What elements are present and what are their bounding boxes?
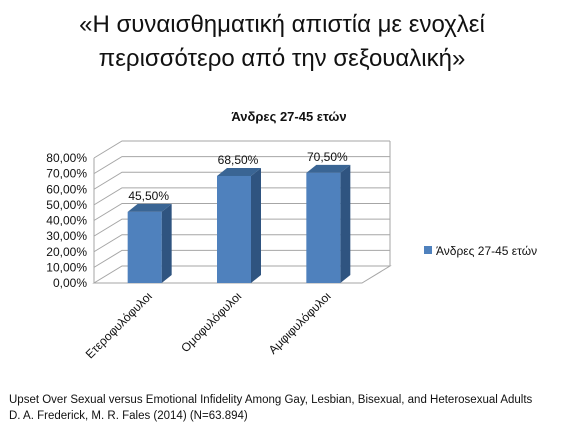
citation-line-1: Upset Over Sexual versus Emotional Infid… [9, 394, 533, 406]
bar-side [251, 167, 261, 283]
y-tick-label: 50,00% [46, 198, 87, 212]
gridline [93, 218, 390, 237]
x-tick-label: Ετεροφυλόφυλοι [83, 289, 155, 361]
legend-label: Άνδρες 27-45 ετών [436, 244, 537, 258]
gridline [93, 140, 390, 159]
y-tick-label: 40,00% [46, 214, 87, 228]
bar-side [340, 164, 351, 283]
x-tick-label: Αμφιφυλόφυλοι [266, 289, 334, 357]
gridline [93, 171, 390, 190]
slide-title-line-1: «Η συναισθηματική απιστία με ενοχλεί [79, 11, 485, 38]
bar-side [161, 203, 172, 283]
data-label: 68,50% [218, 153, 259, 167]
y-tick-label: 10,00% [46, 260, 87, 274]
gridline [93, 249, 390, 268]
y-tick-label: 70,00% [46, 167, 87, 181]
y-tick-label: 80,00% [46, 151, 87, 165]
y-tick-label: 0,00% [53, 276, 87, 290]
y-tick-label: 30,00% [46, 229, 87, 243]
y-tick-label: 60,00% [46, 182, 87, 196]
gridline [93, 234, 390, 253]
chart-title: Άνδρες 27-45 ετών [231, 109, 346, 124]
y-tick-label: 20,00% [46, 245, 87, 259]
data-label: 70,50% [307, 150, 348, 164]
x-tick-label: Ομοφυλόφυλοι [178, 289, 244, 355]
gridline [93, 187, 390, 206]
bar-top [306, 164, 351, 173]
bar-chart: Άνδρες 27-45 ετών 0,00% 10,00%20,00% 30,00%… [46, 109, 537, 361]
bar [217, 175, 251, 283]
gridline [93, 203, 390, 221]
bar [127, 211, 162, 283]
legend-swatch [424, 246, 432, 254]
bar-top [217, 167, 261, 176]
data-label: 45,50% [128, 189, 169, 203]
citation-line-2: D. A. Frederick, M. R. Fales (2014) (N=6… [9, 410, 248, 422]
bar-top [127, 203, 172, 212]
bar [306, 172, 341, 283]
citation: Upset Over Sexual versus Emotional Infid… [9, 392, 532, 424]
slide-title-line-2: περισσότερο από την σεξουαλική» [98, 45, 466, 72]
gridline [93, 156, 390, 175]
slide-title: «Η συναισθηματική απιστία με ενοχλεί περ… [0, 8, 564, 76]
